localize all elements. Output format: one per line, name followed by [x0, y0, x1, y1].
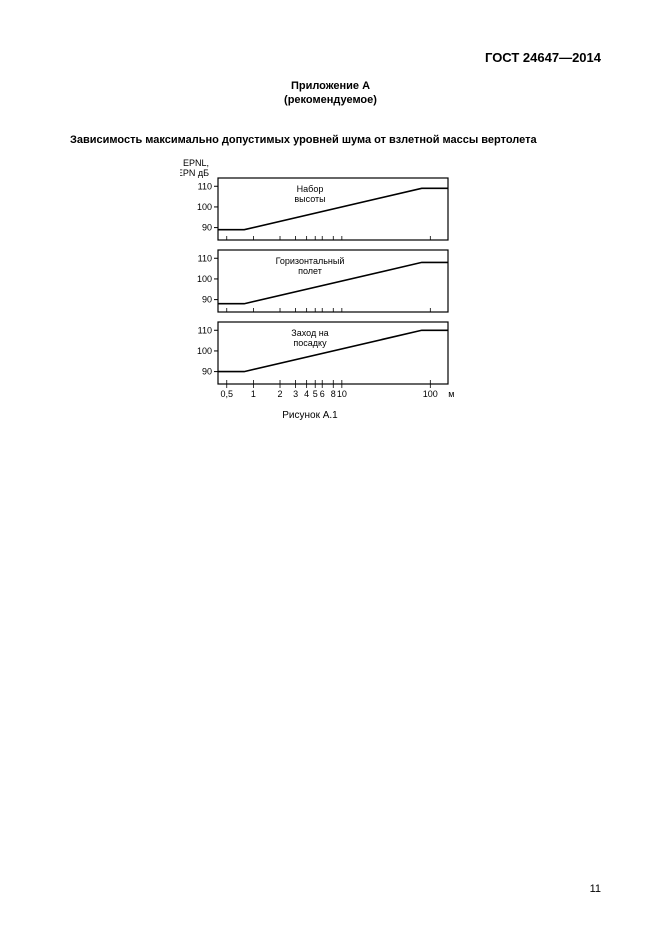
svg-text:Набор: Набор	[297, 184, 324, 194]
svg-text:110: 110	[198, 325, 212, 335]
svg-text:100: 100	[197, 202, 212, 212]
svg-text:110: 110	[198, 181, 212, 191]
svg-text:100: 100	[197, 346, 212, 356]
figure-caption: Рисунок А.1	[180, 410, 440, 421]
appendix-subtitle: (рекомендуемое)	[60, 93, 601, 107]
svg-text:100: 100	[197, 274, 212, 284]
svg-text:EPNL,: EPNL,	[183, 158, 209, 168]
svg-text:1: 1	[251, 389, 256, 399]
svg-text:высоты: высоты	[294, 194, 325, 204]
svg-text:EPN дБ: EPN дБ	[180, 168, 209, 178]
svg-text:Заход на: Заход на	[291, 328, 328, 338]
figure-container: EPNL,EPN дБ90100110Наборвысоты90100110Го…	[180, 156, 601, 421]
svg-text:2: 2	[278, 389, 283, 399]
svg-text:м: м	[448, 389, 454, 399]
svg-text:90: 90	[202, 366, 212, 376]
document-id: ГОСТ 24647—2014	[60, 50, 601, 65]
svg-text:110: 110	[198, 253, 212, 263]
svg-text:10: 10	[337, 389, 347, 399]
svg-text:6: 6	[320, 389, 325, 399]
svg-text:100: 100	[423, 389, 438, 399]
svg-text:4: 4	[304, 389, 309, 399]
appendix-heading: Приложение А (рекомендуемое)	[60, 79, 601, 108]
svg-text:5: 5	[313, 389, 318, 399]
svg-text:3: 3	[293, 389, 298, 399]
appendix-title: Приложение А	[60, 79, 601, 93]
figure-title: Зависимость максимально допустимых уровн…	[60, 134, 601, 146]
svg-text:полет: полет	[298, 266, 322, 276]
svg-text:0,5: 0,5	[220, 389, 233, 399]
page-number: 11	[590, 883, 601, 895]
noise-chart: EPNL,EPN дБ90100110Наборвысоты90100110Го…	[180, 156, 480, 406]
svg-text:90: 90	[202, 294, 212, 304]
svg-text:90: 90	[202, 222, 212, 232]
svg-text:8: 8	[331, 389, 336, 399]
svg-text:Горизонтальный: Горизонтальный	[276, 256, 345, 266]
svg-text:посадку: посадку	[293, 338, 327, 348]
